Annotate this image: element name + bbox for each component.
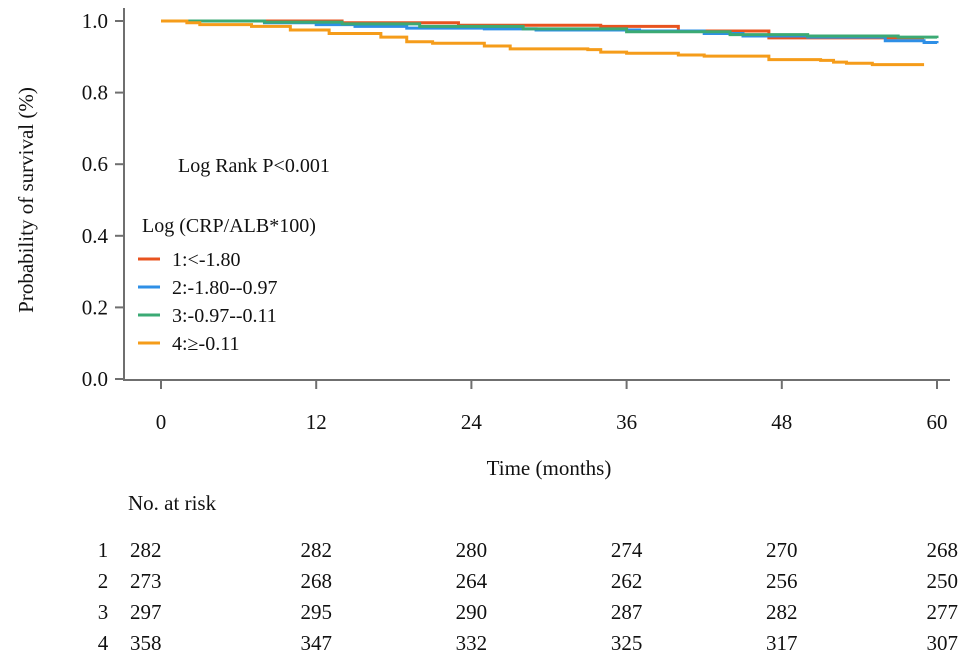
risk-cell: 270 <box>766 538 798 562</box>
legend: Log (CRP/ALB*100) 1:<-1.80 2:-1.80--0.97 3… <box>138 215 316 355</box>
risk-row-label: 1 <box>98 538 109 562</box>
risk-cell: 282 <box>130 538 162 562</box>
y-axis-title: Probability of survival (%) <box>14 87 38 313</box>
axes: 0.0 0.2 0.4 0.6 0.8 1.0 0 12 24 36 48 60 Time (month… <box>14 8 950 480</box>
risk-cell: 295 <box>300 600 332 624</box>
legend-label-2: 2:-1.80--0.97 <box>172 277 278 299</box>
risk-cell: 358 <box>130 631 162 655</box>
x-tick-label: 48 <box>771 410 792 434</box>
risk-cell: 268 <box>927 538 959 562</box>
legend-label-4: 4:≥-0.11 <box>172 333 239 355</box>
survival-curves <box>161 19 939 67</box>
risk-cell: 268 <box>300 569 332 593</box>
risk-cell: 264 <box>456 569 488 593</box>
risk-cell: 317 <box>766 631 798 655</box>
risk-cell: 307 <box>927 631 959 655</box>
log-rank-annotation: Log Rank P<0.001 <box>178 155 330 177</box>
risk-row-label: 2 <box>98 569 109 593</box>
survival-curve-2 <box>161 19 939 44</box>
legend-label-3: 3:-0.97--0.11 <box>172 305 277 327</box>
risk-cell: 347 <box>300 631 332 655</box>
risk-cell: 250 <box>927 569 959 593</box>
risk-cell: 262 <box>611 569 643 593</box>
x-tick-label: 24 <box>461 410 483 434</box>
risk-cell: 325 <box>611 631 643 655</box>
legend-label-1: 1:<-1.80 <box>172 249 241 271</box>
y-tick-label: 1.0 <box>82 9 108 33</box>
risk-cell: 287 <box>611 600 643 624</box>
y-tick-label: 0.4 <box>82 224 109 248</box>
risk-cell: 332 <box>456 631 488 655</box>
risk-table-title: No. at risk <box>128 491 217 515</box>
risk-cell: 274 <box>611 538 643 562</box>
legend-title: Log (CRP/ALB*100) <box>142 215 316 237</box>
x-tick-label: 12 <box>306 410 327 434</box>
risk-cell: 256 <box>766 569 798 593</box>
risk-row-label: 4 <box>98 631 109 655</box>
risk-cell: 297 <box>130 600 162 624</box>
y-tick-label: 0.6 <box>82 152 108 176</box>
risk-cell: 290 <box>456 600 488 624</box>
risk-row-label: 3 <box>98 600 109 624</box>
survival-curve-3 <box>161 19 939 39</box>
risk-cell: 282 <box>300 538 332 562</box>
x-tick-label: 60 <box>927 410 948 434</box>
survival-curve-4 <box>161 19 925 67</box>
x-axis-title: Time (months) <box>487 456 612 480</box>
risk-cell: 273 <box>130 569 162 593</box>
y-tick-label: 0.2 <box>82 295 108 319</box>
risk-table: No. at risk 1 282 282 280 274 270 268 2 273 268 26… <box>98 491 958 655</box>
x-tick-label: 0 <box>156 410 167 434</box>
y-tick-label: 0.8 <box>82 81 108 105</box>
y-tick-label: 0.0 <box>82 367 108 391</box>
risk-cell: 280 <box>456 538 488 562</box>
risk-cell: 282 <box>766 600 798 624</box>
x-tick-label: 36 <box>616 410 637 434</box>
risk-cell: 277 <box>927 600 959 624</box>
